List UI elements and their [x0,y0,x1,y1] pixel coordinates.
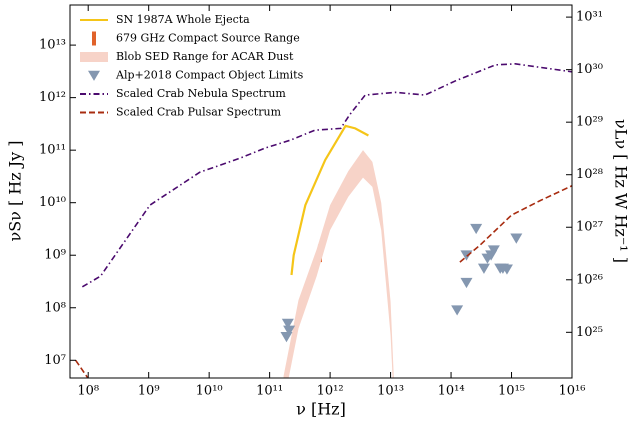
marker [487,245,500,256]
marker [280,331,293,343]
x-tick-label: 10¹⁴ [438,384,465,399]
marker [470,223,483,235]
legend-label: Scaled Crab Pulsar Spectrum [116,106,282,119]
y-tick-label: 10¹⁰ [39,195,66,210]
y-label: νSν [ Hz Jy ] [6,140,25,241]
x-tick-label: 10¹¹ [256,384,283,399]
y2-tick-label: 10²⁶ [576,272,603,287]
y-tick-label: 10¹¹ [39,143,66,158]
plot-area [74,63,572,378]
y2-tick-label: 10³¹ [576,10,603,25]
y2-tick-label: 10²⁷ [576,220,603,235]
y2-tick-label: 10³⁰ [576,62,603,77]
marker [451,305,464,316]
x-tick-label: 10⁹ [138,384,160,399]
legend: SN 1987A Whole Ejecta 679 GHz Compact Sou… [80,13,304,119]
legend-label: SN 1987A Whole Ejecta [116,13,250,26]
x-tick-label: 10¹³ [377,384,404,399]
y-tick-label: 10⁸ [44,300,66,315]
legend-label: Alp+2018 Compact Object Limits [115,69,304,82]
x-tick-label: 10¹⁶ [559,384,586,399]
marker [477,263,490,274]
y2-tick-label: 10²⁹ [576,115,603,130]
y-tick-label: 10¹³ [39,38,66,53]
marker [281,318,294,329]
marker [510,233,523,244]
y-tick-label: 10¹² [39,90,66,105]
y2-tick-label: 10²⁸ [576,167,603,182]
band [283,150,394,378]
legend-label: Scaled Crab Nebula Spectrum [116,87,286,100]
x-tick-label: 10¹⁰ [196,384,223,399]
marker [500,264,513,275]
series-line [290,124,369,276]
x-tick-label: 10¹² [317,384,344,399]
legend-label: Blob SED Range for ACAR Dust [116,50,294,63]
series-line [81,63,572,288]
marker [460,277,473,289]
x-tick-label: 10¹⁵ [498,384,525,399]
series-line [74,185,572,378]
legend-label: 679 GHz Compact Source Range [116,32,300,45]
legend-swatch [88,70,100,81]
y-tick-label: 10⁷ [44,353,66,368]
y2-label: νLν [ Hz W Hz⁻¹ ] [612,119,631,263]
x-label: ν [Hz] [296,400,346,419]
legend-swatch [80,52,108,62]
x-tick-label: 10⁸ [77,384,99,399]
y2-tick-label: 10²⁵ [576,325,603,340]
marker [283,325,296,336]
frame [69,4,573,379]
y-tick-label: 10⁹ [44,248,66,263]
